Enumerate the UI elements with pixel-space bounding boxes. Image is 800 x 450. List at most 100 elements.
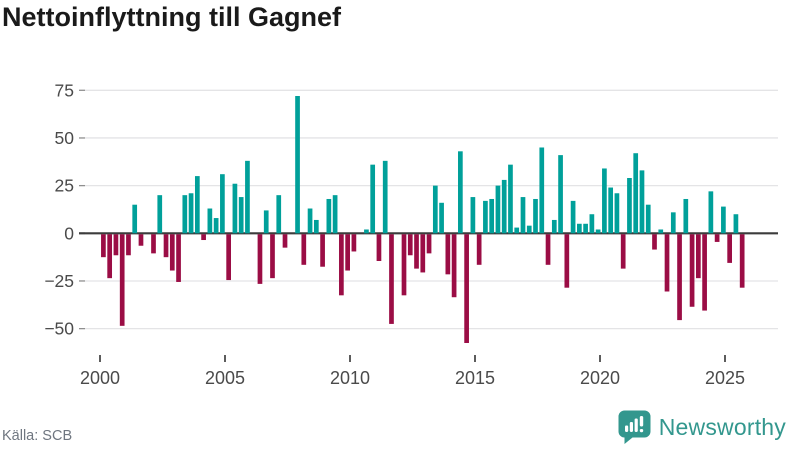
bar: [658, 229, 664, 234]
bar: [483, 200, 488, 234]
bar: [407, 234, 413, 256]
bar: [138, 234, 144, 246]
bar: [351, 234, 357, 252]
bar: [238, 197, 244, 234]
y-tick-label: 25: [55, 176, 74, 196]
bar: [533, 198, 538, 234]
bar: [313, 219, 319, 234]
newsworthy-logo-icon: [618, 410, 651, 444]
newsworthy-wordmark: Newsworthy: [658, 413, 786, 440]
bar: [577, 223, 582, 234]
bar: [570, 200, 576, 234]
bar: [702, 234, 707, 311]
bar: [689, 234, 695, 307]
bar: [188, 193, 194, 234]
bar: [320, 234, 325, 267]
y-tick-label: 75: [55, 80, 74, 100]
bar-chart-glyph: [624, 416, 643, 433]
bar: [226, 234, 231, 281]
bar: [652, 234, 657, 250]
bar: [476, 234, 482, 265]
bar: [376, 234, 382, 261]
bar: [401, 234, 407, 296]
bar: [201, 234, 206, 241]
bar: [595, 229, 601, 234]
x-tick-label: 2010: [330, 368, 370, 388]
bar: [389, 234, 394, 324]
bar: [107, 234, 113, 279]
bar: [727, 234, 732, 263]
bar: [339, 234, 344, 296]
bar: [169, 234, 175, 271]
bar: [364, 229, 369, 234]
bar: [645, 204, 651, 234]
bar: [508, 164, 513, 234]
bar: [307, 208, 313, 234]
bar: [257, 234, 263, 284]
bar: [514, 227, 520, 234]
bar: [420, 234, 426, 273]
bar: [295, 96, 300, 234]
x-tick-label: 2020: [580, 368, 620, 388]
bar: [182, 195, 188, 234]
bar: [232, 183, 238, 234]
bar: [721, 206, 726, 234]
bar: [157, 195, 163, 234]
bar: [119, 234, 125, 326]
bar: [639, 170, 645, 234]
bar: [426, 234, 432, 254]
bar: [332, 195, 338, 234]
bar: [276, 195, 282, 234]
bar: [539, 147, 545, 234]
newsworthy-logo: Newsworthy: [618, 410, 786, 444]
bar: [151, 234, 156, 254]
bar: [126, 234, 131, 256]
bar: [564, 234, 570, 288]
bar: [439, 202, 444, 234]
bar: [670, 212, 676, 234]
bar: [558, 155, 563, 234]
bar: [739, 234, 745, 288]
bar: [163, 234, 169, 258]
x-tick-label: 2025: [705, 368, 745, 388]
bar: [458, 151, 463, 234]
bar: [545, 234, 551, 265]
bar: [301, 234, 307, 265]
bar: [526, 225, 532, 234]
y-tick-label: −50: [44, 319, 74, 339]
y-tick-label: 0: [64, 223, 74, 243]
bar: [270, 234, 275, 279]
bar: [220, 174, 225, 234]
bar: [432, 185, 438, 234]
bar: [495, 185, 501, 234]
bar: [627, 178, 632, 234]
bar: [733, 214, 739, 234]
page-title: Nettoinflyttning till Gagnef: [2, 2, 341, 32]
bar: [708, 191, 714, 234]
bar-chart: 75 50 25 0 −25 −50 2000 2005 2010 2015 2020 2025: [44, 80, 778, 388]
bar: [677, 234, 682, 321]
x-tick-label: 2000: [80, 368, 120, 388]
bar: [589, 214, 595, 234]
bar: [132, 204, 138, 234]
bar: [620, 234, 626, 269]
bar: [583, 223, 588, 234]
bar: [451, 234, 457, 298]
bar: [501, 179, 507, 234]
bar: [445, 234, 451, 275]
bar: [551, 219, 557, 234]
bar: [113, 234, 119, 256]
bar: [602, 168, 607, 234]
bar: [176, 234, 181, 282]
bar: [414, 234, 419, 269]
bar: [245, 160, 250, 234]
bar: [370, 164, 376, 234]
bar: [489, 198, 495, 234]
bar: [207, 208, 213, 234]
source-note: Källa: SCB: [2, 428, 73, 444]
speech-bubble-shape: [618, 410, 651, 444]
bar: [263, 210, 269, 234]
bar: [213, 218, 219, 234]
bar: [470, 197, 476, 234]
